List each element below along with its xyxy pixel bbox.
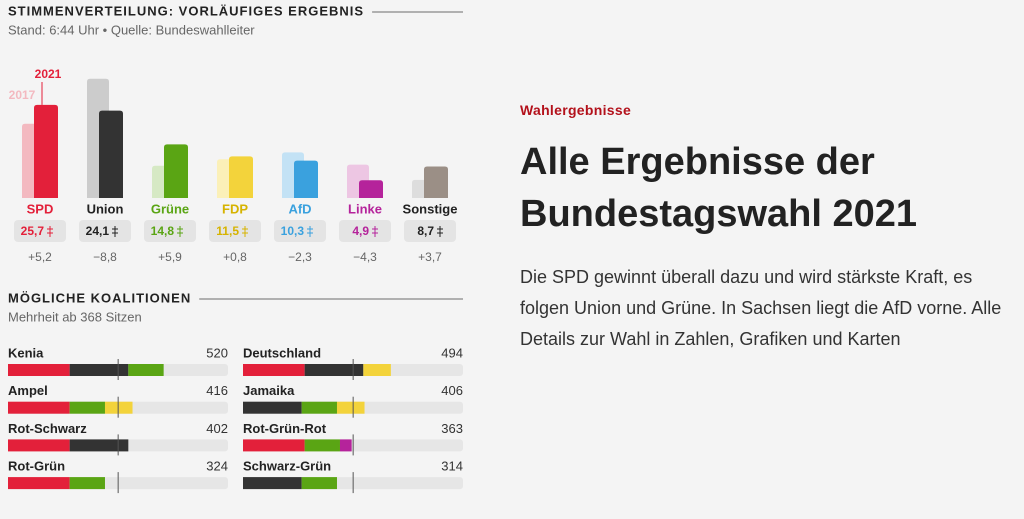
bar-segment: [104, 401, 133, 414]
bar-segment: [128, 364, 164, 376]
coalition-name: Rot-Grün: [8, 459, 65, 474]
vote-icon: [372, 226, 378, 237]
article: Wahlergebnisse Alle Ergebnisse der Bunde…: [520, 98, 1020, 355]
value-pill: [339, 220, 391, 242]
value-pill: [274, 220, 326, 242]
bar-segment: [8, 477, 70, 490]
legend-label: 2017: [9, 88, 36, 102]
chart-subtitle: Stand: 6:44 Uhr • Quelle: Bundeswahlleit…: [8, 22, 255, 37]
coalition-name: Rot-Grün-Rot: [243, 421, 327, 436]
charts: STIMMENVERTEILUNG: VORLÄUFIGES ERGEBNIS S…: [8, 3, 463, 494]
bar-segment: [301, 477, 337, 490]
legend-label: 2021: [35, 67, 62, 81]
seat-total: 520: [206, 345, 228, 360]
coalition-name: Rot-Schwarz: [8, 421, 87, 436]
value-pill: [14, 220, 66, 242]
bar: [99, 110, 123, 198]
teaser-text: Die SPD gewinnt überall dazu und wird st…: [520, 267, 1002, 349]
bar: [34, 104, 58, 198]
bar-segment: [8, 401, 70, 414]
value-pill: [404, 220, 456, 242]
value-label: 25,7: [21, 224, 45, 238]
bar: [229, 156, 253, 198]
seat-total: 324: [206, 459, 228, 474]
bar-segment: [304, 364, 364, 376]
coalition-name: Deutschland: [243, 345, 321, 360]
seat-total: 494: [441, 345, 463, 360]
x-tick-label: Sonstige: [403, 201, 458, 216]
chart-title: MÖGLICHE KOALITIONEN: [8, 290, 191, 305]
vote-icon: [437, 226, 443, 237]
vote-icon: [242, 226, 248, 237]
x-tick-label: FDP: [222, 201, 248, 216]
bar: [424, 166, 448, 198]
value-pill: [209, 220, 261, 242]
coalition-name: Schwarz-Grün: [243, 459, 331, 474]
coalition-name: Jamaika: [243, 383, 295, 398]
seat-total: 363: [441, 421, 463, 436]
x-tick-label: Linke: [348, 201, 382, 216]
bar-segment: [336, 401, 365, 414]
headline[interactable]: Alle Ergebnisse der Bundestagswahl 2021: [520, 141, 918, 235]
bar-segment: [304, 439, 340, 452]
coalition-name: Kenia: [8, 345, 44, 360]
vote-icon: [112, 226, 118, 237]
change-label: +5,9: [158, 250, 182, 264]
x-tick-label: SPD: [27, 201, 54, 216]
value-label: 4,9: [352, 224, 369, 238]
x-tick-label: Grüne: [151, 201, 189, 216]
change-label: +5,2: [28, 250, 52, 264]
change-label: −8,8: [93, 250, 117, 264]
vote-icon: [307, 226, 313, 237]
bar-segment: [69, 401, 105, 414]
value-pill: [79, 220, 131, 242]
bar-segment: [69, 477, 105, 490]
vote-icon: [177, 226, 183, 237]
change-label: +0,8: [223, 250, 247, 264]
bar-segment: [301, 401, 337, 414]
change-label: −4,3: [353, 250, 377, 264]
bar-segment: [243, 439, 305, 452]
bar-segment: [243, 401, 302, 414]
value-label: 11,5: [216, 224, 239, 238]
bar-segment: [8, 439, 70, 452]
change-label: −2,3: [288, 250, 312, 264]
bar: [359, 180, 383, 198]
chart-title: STIMMENVERTEILUNG: VORLÄUFIGES ERGEBNIS: [8, 3, 364, 18]
bar-segment: [243, 477, 302, 490]
bar-segment: [69, 364, 129, 376]
change-label: +3,7: [418, 250, 442, 264]
value-label: 24,1: [86, 224, 110, 238]
seat-total: 402: [206, 421, 228, 436]
bar-segment: [8, 364, 70, 376]
kicker[interactable]: Wahlergebnisse: [520, 102, 632, 118]
chart-subtitle: Mehrheit ab 368 Sitzen: [8, 309, 142, 324]
seat-total: 416: [206, 383, 228, 398]
bar-segment: [69, 439, 129, 452]
bar-segment: [243, 364, 305, 376]
value-pill: [144, 220, 196, 242]
x-tick-label: Union: [87, 201, 124, 216]
seat-total: 314: [441, 459, 463, 474]
bar-segment: [339, 439, 352, 452]
x-tick-label: AfD: [288, 201, 311, 216]
value-label: 8,7: [417, 224, 434, 238]
value-label: 14,8: [151, 224, 175, 238]
bar: [294, 160, 318, 198]
bar-segment: [363, 364, 391, 376]
bar: [164, 144, 188, 198]
vote-icon: [47, 226, 53, 237]
coalition-name: Ampel: [8, 383, 48, 398]
value-label: 10,3: [281, 224, 305, 238]
seat-total: 406: [441, 383, 463, 398]
